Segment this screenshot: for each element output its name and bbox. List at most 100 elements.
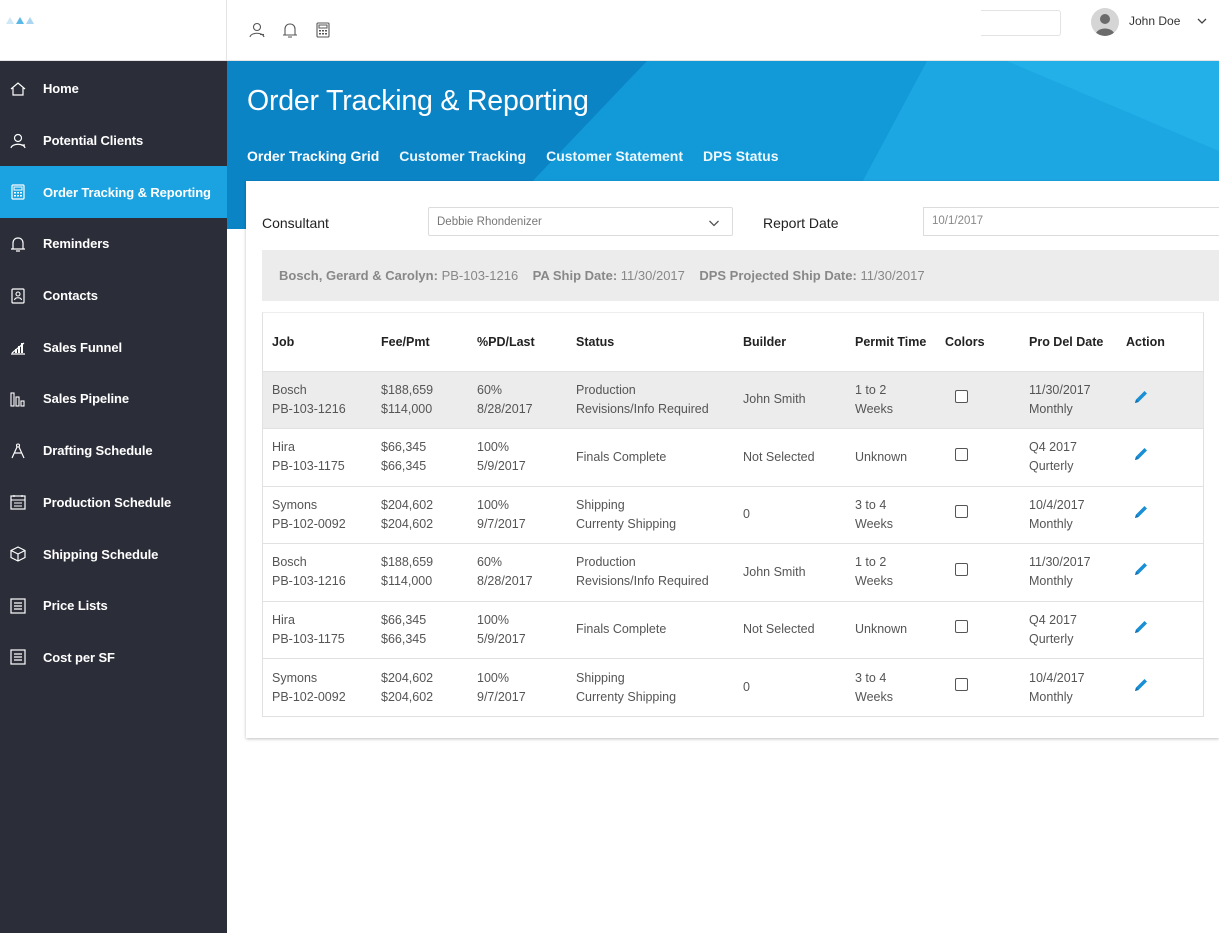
status-cell: Production Revisions/Info Required bbox=[567, 371, 734, 429]
sidebar-item-sales-pipeline[interactable]: Sales Pipeline bbox=[0, 373, 227, 425]
avatar[interactable] bbox=[1091, 8, 1119, 36]
sidebar-item-label: Order Tracking & Reporting bbox=[43, 184, 211, 200]
colors-checkbox[interactable] bbox=[955, 505, 968, 519]
edit-icon[interactable] bbox=[1132, 445, 1150, 469]
last-payment-date: 9/7/2017 bbox=[477, 516, 526, 531]
action-cell bbox=[1117, 371, 1203, 429]
permit-cell: 3 to 4 Weeks bbox=[846, 486, 936, 544]
tab-customer-tracking[interactable]: Customer Tracking bbox=[399, 148, 527, 164]
chevron-down-icon[interactable] bbox=[1196, 14, 1208, 32]
job-name: Hira bbox=[272, 612, 295, 627]
delivery-frequency: Monthly bbox=[1029, 401, 1073, 416]
sidebar-item-order-tracking[interactable]: Order Tracking & Reporting bbox=[0, 166, 227, 219]
search-input[interactable] bbox=[981, 10, 1061, 36]
logo[interactable] bbox=[0, 0, 227, 61]
permit-time: Unknown bbox=[855, 449, 908, 464]
payment: $66,345 bbox=[381, 631, 427, 646]
pa-ship-label: PA Ship Date: bbox=[532, 268, 618, 283]
pro-del-date: Q4 2017 bbox=[1029, 612, 1077, 627]
pro-del-date: 10/4/2017 bbox=[1029, 497, 1085, 512]
job-number: PB-103-1216 bbox=[272, 401, 346, 416]
colors-cell bbox=[936, 659, 1020, 717]
job-number: PB-103-1175 bbox=[272, 631, 345, 646]
colors-checkbox[interactable] bbox=[955, 390, 968, 404]
column-header[interactable]: Builder bbox=[734, 313, 846, 372]
column-header[interactable]: Colors bbox=[936, 313, 1020, 372]
calculator-icon[interactable] bbox=[313, 19, 333, 41]
topbar: John Doe bbox=[227, 0, 1219, 61]
column-header[interactable]: Action bbox=[1117, 313, 1203, 372]
sidebar-item-shipping-schedule[interactable]: Shipping Schedule bbox=[0, 528, 227, 580]
table-row[interactable]: Bosch PB-103-1216 $188,659 $114,000 60% 8/2… bbox=[263, 371, 1203, 429]
tab-order-tracking-grid[interactable]: Order Tracking Grid bbox=[247, 148, 380, 164]
job-name: Symons bbox=[272, 670, 318, 685]
column-header[interactable]: Status bbox=[567, 313, 734, 372]
sidebar-item-sales-funnel[interactable]: Sales Funnel bbox=[0, 321, 227, 373]
table-row[interactable]: Symons PB-102-0092 $204,602 $204,602 100% 9… bbox=[263, 486, 1203, 544]
sidebar-item-home[interactable]: Home bbox=[0, 63, 227, 115]
colors-checkbox[interactable] bbox=[955, 620, 968, 634]
user-name[interactable]: John Doe bbox=[1129, 14, 1181, 28]
delivery-cell: 11/30/2017 Monthly bbox=[1020, 371, 1117, 429]
edit-icon[interactable] bbox=[1132, 676, 1150, 700]
colors-checkbox[interactable] bbox=[955, 447, 968, 461]
edit-icon[interactable] bbox=[1132, 560, 1150, 584]
permit-unit: Weeks bbox=[855, 574, 893, 589]
person-icon[interactable] bbox=[247, 19, 267, 41]
job-number: PB-103-1216 bbox=[272, 574, 346, 589]
status: Finals Complete bbox=[576, 622, 667, 637]
builder-cell: Not Selected bbox=[734, 428, 846, 487]
table-row[interactable]: Bosch PB-103-1216 $188,659 $114,000 60% 8/2… bbox=[263, 543, 1203, 602]
status: Shipping bbox=[576, 497, 625, 512]
sidebar-item-potential-clients[interactable]: Potential Clients bbox=[0, 115, 227, 167]
percent-paid: 100% bbox=[477, 497, 509, 512]
sidebar-item-price-lists[interactable]: Price Lists bbox=[0, 580, 227, 632]
delivery-cell: Q4 2017 Qurterly bbox=[1020, 601, 1117, 659]
payment: $204,602 bbox=[381, 516, 434, 531]
report-date-input[interactable]: 10/1/2017 bbox=[923, 207, 1219, 236]
delivery-cell: 10/4/2017 Monthly bbox=[1020, 659, 1117, 717]
job-name: Hira bbox=[272, 440, 295, 455]
consultant-select[interactable]: Debbie Rhondenizer bbox=[428, 207, 733, 236]
delivery-frequency: Qurterly bbox=[1029, 631, 1074, 646]
logo-icon bbox=[6, 17, 34, 24]
table-row[interactable]: Symons PB-102-0092 $204,602 $204,602 100% 9… bbox=[263, 659, 1203, 717]
sidebar-item-contacts[interactable]: Contacts bbox=[0, 270, 227, 322]
sidebar-item-reminders[interactable]: Reminders bbox=[0, 218, 227, 270]
pipeline-icon bbox=[8, 389, 28, 409]
column-header[interactable]: Permit Time bbox=[846, 313, 936, 372]
permit-time: 3 to 4 bbox=[855, 497, 887, 512]
permit-unit: Weeks bbox=[855, 401, 893, 416]
list-icon bbox=[8, 647, 28, 667]
colors-checkbox[interactable] bbox=[955, 562, 968, 576]
permit-time: 1 to 2 bbox=[855, 555, 887, 570]
permit-time: Unknown bbox=[855, 622, 908, 637]
pa-ship-value: 11/30/2017 bbox=[620, 268, 685, 283]
status: Production bbox=[576, 382, 636, 397]
colors-checkbox[interactable] bbox=[955, 678, 968, 691]
sidebar-item-cost-per-sf[interactable]: Cost per SF bbox=[0, 632, 227, 684]
fee-cell: $204,602 $204,602 bbox=[372, 486, 468, 544]
edit-icon[interactable] bbox=[1132, 618, 1150, 642]
edit-icon[interactable] bbox=[1132, 503, 1150, 527]
column-header[interactable]: Fee/Pmt bbox=[372, 313, 468, 372]
table-row[interactable]: Hira PB-103-1175 $66,345 $66,345 100% 5/9/2… bbox=[263, 601, 1203, 659]
report-date-value: 10/1/2017 bbox=[932, 215, 984, 227]
bell-icon[interactable] bbox=[280, 19, 300, 41]
sidebar-item-label: Sales Pipeline bbox=[43, 391, 130, 407]
sidebar-item-label: Price Lists bbox=[43, 598, 108, 614]
status-detail: Revisions/Info Required bbox=[576, 401, 709, 416]
tab-customer-statement[interactable]: Customer Statement bbox=[546, 148, 684, 164]
table-row[interactable]: Hira PB-103-1175 $66,345 $66,345 100% 5/9/2… bbox=[263, 428, 1203, 487]
permit-time: 1 to 2 bbox=[855, 382, 887, 397]
status-cell: Shipping Currenty Shipping bbox=[567, 659, 734, 717]
column-header[interactable]: Pro Del Date bbox=[1020, 313, 1117, 372]
column-header[interactable]: %PD/Last bbox=[468, 313, 567, 372]
tab-dps-status[interactable]: DPS Status bbox=[703, 148, 779, 164]
action-cell bbox=[1117, 659, 1203, 717]
sidebar-item-production-schedule[interactable]: Production Schedule bbox=[0, 477, 227, 529]
edit-icon[interactable] bbox=[1132, 388, 1150, 412]
colors-cell bbox=[936, 601, 1020, 659]
sidebar-item-drafting-schedule[interactable]: Drafting Schedule bbox=[0, 425, 227, 477]
column-header[interactable]: Job bbox=[263, 313, 372, 372]
